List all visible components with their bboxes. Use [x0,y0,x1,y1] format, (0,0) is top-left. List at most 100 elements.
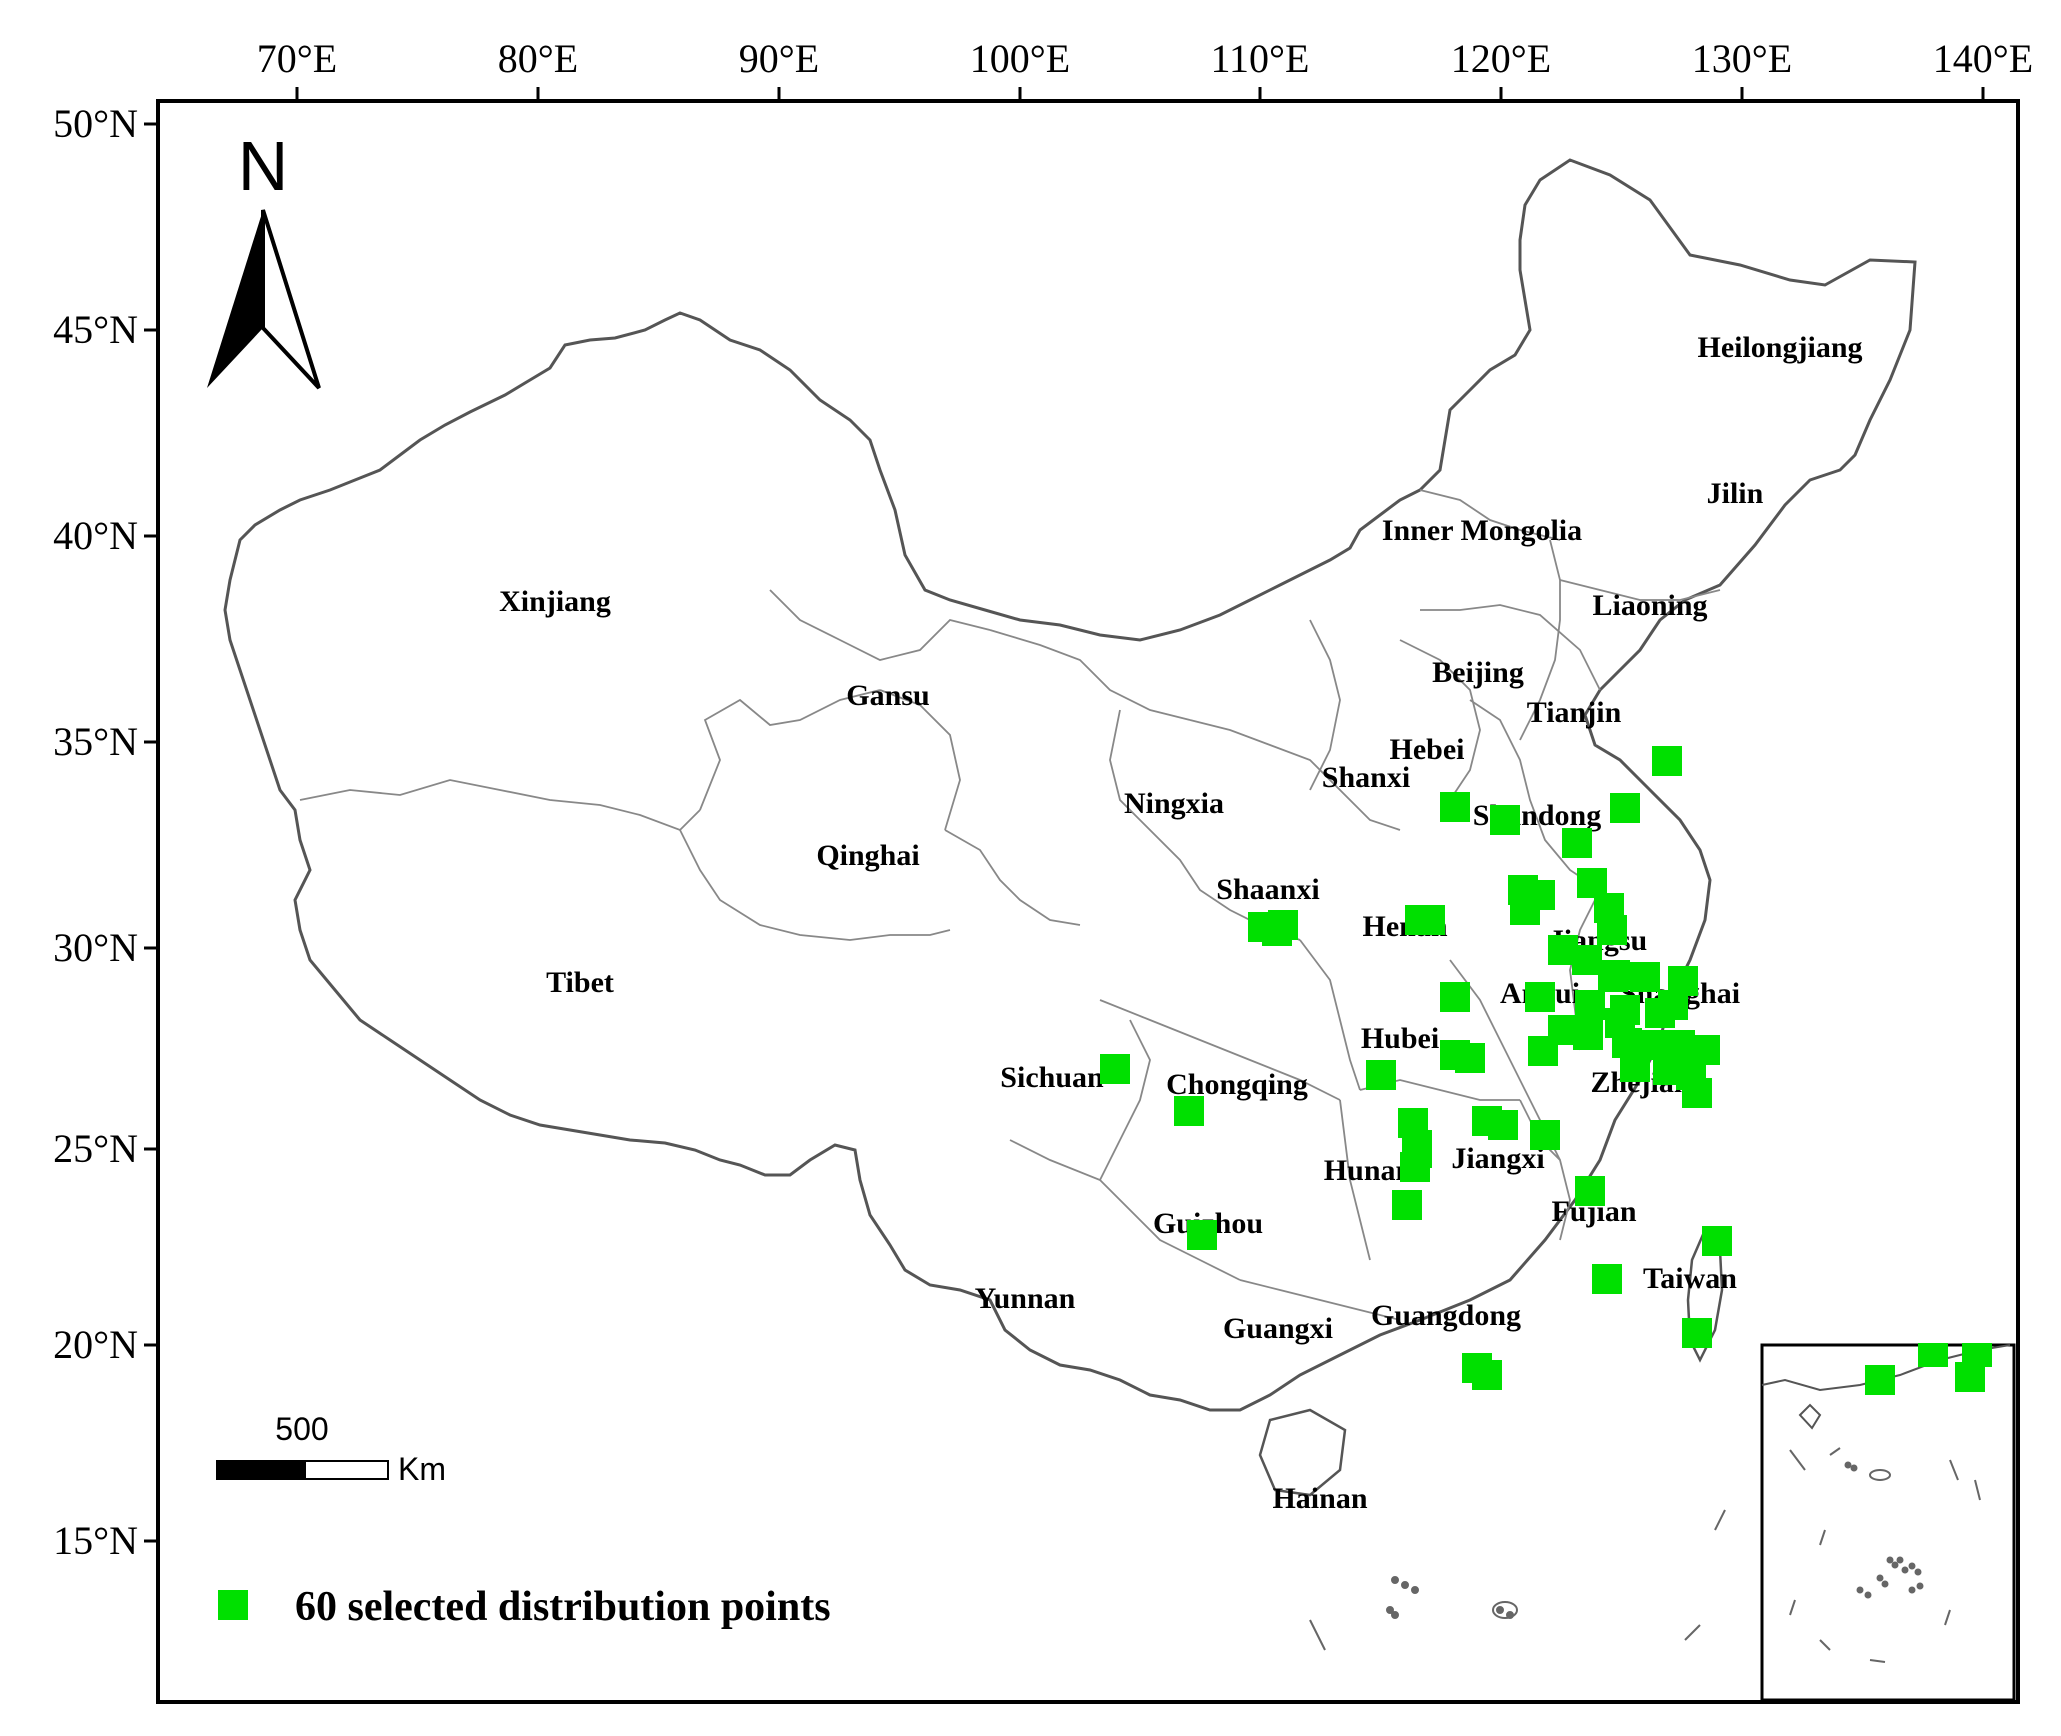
distribution-point [1562,828,1592,858]
province-label: Tibet [546,966,614,999]
distribution-point [1488,1110,1518,1140]
province-label: Jilin [1707,477,1764,510]
province-label: Gansu [846,679,929,712]
province-label: Heilongjiang [1697,331,1862,364]
y-tick-label: 40°N [53,513,138,558]
distribution-point [1572,945,1602,975]
legend: 60 selected distribution points [218,1584,831,1630]
distribution-point [1682,1078,1712,1108]
province-label: Inner Mongolia [1382,514,1582,547]
north-label: N [238,127,289,205]
province-label: Tianjin [1527,696,1622,729]
province-label: Beijing [1432,656,1524,689]
y-tick-label: 45°N [53,307,138,352]
province-label: Hubei [1361,1022,1439,1055]
x-tick-label: 80°E [498,36,578,81]
province-label: Liaoning [1592,589,1707,622]
province-label: Shaanxi [1216,873,1319,906]
distribution-point [1548,1015,1578,1045]
distribution-point [1575,990,1605,1020]
scale-unit: Km [398,1451,446,1487]
distribution-point [1658,990,1688,1020]
province-label: Jiangxi [1451,1142,1544,1175]
distribution-point [1652,746,1682,776]
x-tick-label: 100°E [970,36,1070,81]
distribution-point [1592,1264,1622,1294]
north-arrow-right-half [261,209,321,390]
province-label: Shanxi [1322,761,1410,794]
province-label: Hainan [1272,1482,1367,1515]
distribution-point [1610,793,1640,823]
distribution-point [1682,1318,1712,1348]
scale-bar-white [304,1460,389,1480]
scale-value: 500 [275,1411,328,1447]
scale-bar-black [216,1460,306,1480]
x-tick-label: 140°E [1933,36,2033,81]
province-label: Ningxia [1124,787,1224,820]
distribution-point [1187,1220,1217,1250]
distribution-point [1490,805,1520,835]
south-sea-islands [1309,1509,1726,1651]
distribution-point [1575,1176,1605,1206]
map-frame [156,99,2020,1704]
province-label: Taiwan [1643,1262,1737,1295]
distribution-point [1440,792,1470,822]
inset-point [1865,1365,1895,1395]
north-arrow: N [207,127,321,390]
distribution-point [1440,982,1470,1012]
distribution-point [1366,1060,1396,1090]
north-arrow-left-half [207,210,263,388]
distribution-point [1605,1008,1635,1038]
legend-label: 60 selected distribution points [295,1584,831,1630]
inset-islands [1789,1447,1981,1663]
province-label: Yunnan [975,1282,1076,1315]
x-tick-label: 130°E [1692,36,1792,81]
distribution-point [1702,1226,1732,1256]
x-tick-label: 110°E [1211,36,1310,81]
province-label: Guangdong [1371,1299,1521,1332]
legend-swatch [218,1590,248,1620]
province-label: Xinjiang [499,585,611,618]
distribution-point [1392,1190,1422,1220]
distribution-point [1597,915,1627,945]
distribution-point [1472,1360,1502,1390]
scale-bar: 500 Km [216,1411,446,1487]
province-label: Guangxi [1223,1312,1333,1345]
distribution-point [1510,895,1540,925]
distribution-point [1402,1138,1432,1168]
province-label: Chongqing [1166,1068,1308,1101]
province-label: Hunan [1324,1154,1413,1187]
china-outline [223,158,1917,1412]
x-tick-label: 70°E [257,36,337,81]
distribution-point [1630,962,1660,992]
y-tick-label: 50°N [53,101,138,146]
distribution-point [1100,1054,1130,1084]
y-tick-label: 25°N [53,1126,138,1171]
inset-map [1760,1343,2016,1702]
distribution-point [1525,982,1555,1012]
y-tick-label: 35°N [53,719,138,764]
province-label: Qinghai [816,839,919,872]
province-label: Sichuan [1000,1061,1104,1094]
inset-point [1918,1343,1948,1367]
distribution-point [1598,962,1628,992]
x-tick-label: 90°E [739,36,819,81]
y-axis [144,122,158,1543]
distribution-point [1268,910,1298,940]
distribution-point [1174,1096,1204,1126]
inset-frame [1760,1343,2016,1702]
distribution-point [1415,905,1445,935]
inset-hainan [1798,1403,1822,1430]
y-tick-label: 20°N [53,1322,138,1367]
x-axis [295,87,1985,101]
distribution-points [1100,746,1732,1390]
inset-point [1955,1362,1985,1392]
distribution-point [1455,1043,1485,1073]
distribution-point [1530,1120,1560,1150]
y-tick-label: 30°N [53,925,138,970]
x-tick-label: 120°E [1451,36,1551,81]
hainan-island [1258,1408,1347,1497]
province-label: Hebei [1390,733,1465,766]
y-tick-label: 15°N [53,1518,138,1563]
